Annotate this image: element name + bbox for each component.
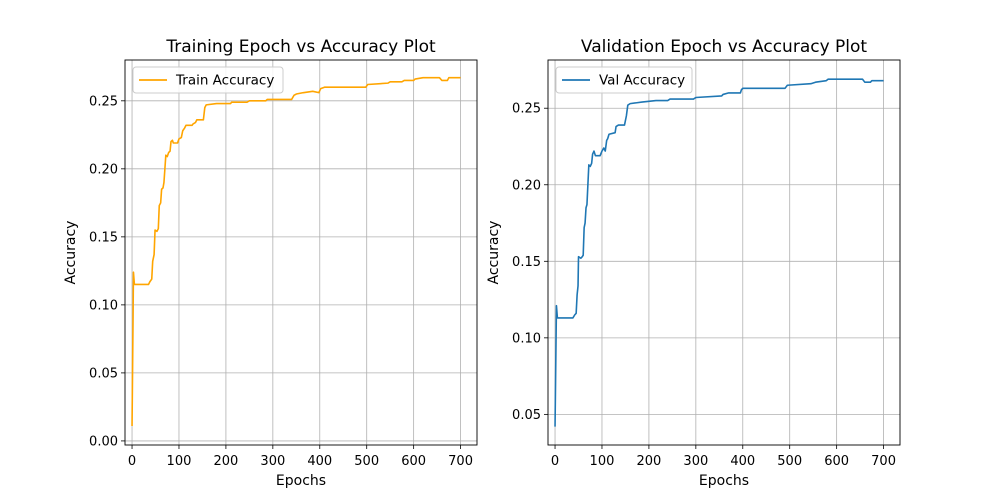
legend: Train Accuracy xyxy=(132,66,284,94)
y-tick-label: 0.15 xyxy=(512,255,541,270)
legend-box xyxy=(555,66,693,94)
y-tick-label: 0.05 xyxy=(512,408,541,423)
training-accuracy-chart: 0 100 200 300 400 500 600 700 0.00 0.05 0.10 0.15 0.… xyxy=(63,37,478,489)
plot-frame xyxy=(124,59,478,446)
x-tick-label: 600 xyxy=(824,454,849,469)
x-tick-label: 600 xyxy=(401,454,426,469)
plot-frame xyxy=(547,59,901,446)
y-tick-label: 0.10 xyxy=(512,331,541,346)
x-tick-label: 500 xyxy=(354,454,379,469)
x-tick-label: 500 xyxy=(777,454,802,469)
series-line xyxy=(131,76,461,426)
legend-entry-label: Val Accuracy xyxy=(599,73,685,89)
validation-accuracy-chart: 0 100 200 300 400 500 600 700 0.05 0.10 0.15 0.20 0.… xyxy=(486,37,901,489)
x-tick-label: 200 xyxy=(213,454,238,469)
y-tick-label: 0.00 xyxy=(89,434,118,449)
x-tick-label: 300 xyxy=(683,454,708,469)
x-tick-label: 0 xyxy=(551,454,559,469)
chart-title: Training Epoch vs Accuracy Plot xyxy=(165,37,436,57)
y-tick-label: 0.25 xyxy=(512,102,541,117)
legend-box xyxy=(132,66,284,94)
y-tick-label: 0.05 xyxy=(89,366,118,381)
x-tick-label: 0 xyxy=(128,454,136,469)
x-tick-label: 400 xyxy=(307,454,332,469)
y-tick-label: 0.10 xyxy=(89,298,118,313)
y-tick-label: 0.25 xyxy=(89,94,118,109)
x-tick-label: 400 xyxy=(730,454,755,469)
y-tick-label: 0.15 xyxy=(89,230,118,245)
x-tick-label: 300 xyxy=(260,454,285,469)
x-tick-label: 100 xyxy=(167,454,192,469)
y-axis-label: Accuracy xyxy=(486,221,502,285)
x-tick-label: 100 xyxy=(590,454,615,469)
y-tick-label: 0.20 xyxy=(512,178,541,193)
y-axis-label: Accuracy xyxy=(63,221,79,285)
x-tick-label: 200 xyxy=(636,454,661,469)
x-axis-label: Epochs xyxy=(699,473,749,489)
x-axis-label: Epochs xyxy=(276,473,326,489)
series-line xyxy=(554,78,884,427)
legend-entry-label: Train Accuracy xyxy=(175,73,274,89)
x-tick-label: 700 xyxy=(871,454,896,469)
chart-title: Validation Epoch vs Accuracy Plot xyxy=(581,37,868,57)
y-tick-label: 0.20 xyxy=(89,162,118,177)
legend: Val Accuracy xyxy=(555,66,693,94)
x-tick-label: 700 xyxy=(448,454,473,469)
